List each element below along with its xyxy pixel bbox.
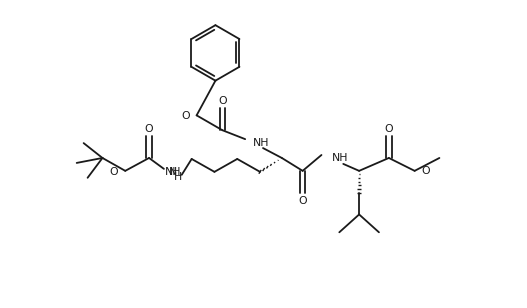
Text: O: O <box>110 167 119 177</box>
Text: H: H <box>174 172 182 182</box>
Text: NH: NH <box>331 153 348 163</box>
Text: O: O <box>385 124 393 134</box>
Text: NH: NH <box>164 167 181 177</box>
Text: O: O <box>298 196 307 205</box>
Text: O: O <box>218 96 227 107</box>
Text: N: N <box>169 167 177 177</box>
Text: O: O <box>145 124 153 134</box>
Text: O: O <box>422 166 430 176</box>
Text: NH: NH <box>253 138 270 148</box>
Text: O: O <box>181 111 190 121</box>
